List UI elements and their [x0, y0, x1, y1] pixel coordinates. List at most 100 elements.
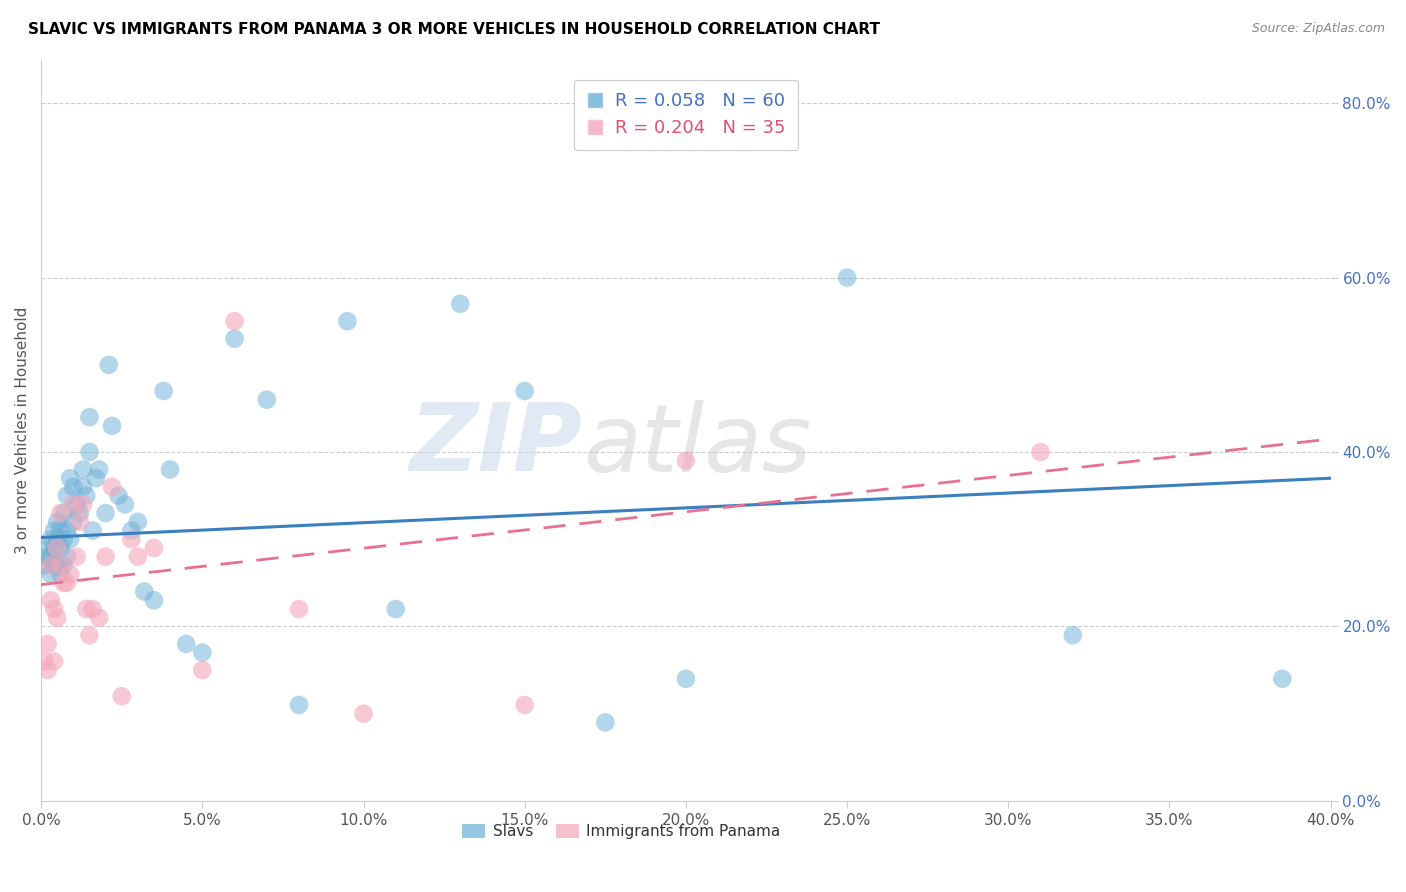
Point [513, 384, 536, 398]
Point [288, 698, 311, 712]
Point [56, 549, 79, 564]
Point [62, 480, 84, 494]
Point [120, 524, 142, 538]
Point [288, 602, 311, 616]
Point [75, 489, 97, 503]
Point [107, 489, 129, 503]
Point [224, 332, 246, 346]
Point [46, 533, 69, 547]
Point [97, 358, 120, 372]
Point [52, 575, 75, 590]
Point [52, 506, 75, 520]
Point [94, 506, 117, 520]
Point [353, 706, 375, 721]
Point [46, 558, 69, 573]
Point [56, 575, 79, 590]
Legend: Slavs, Immigrants from Panama: Slavs, Immigrants from Panama [456, 818, 787, 845]
Point [1271, 672, 1294, 686]
Point [82, 602, 104, 616]
Point [513, 698, 536, 712]
Point [39, 558, 62, 573]
Point [101, 480, 124, 494]
Point [72, 480, 94, 494]
Point [37, 663, 59, 677]
Point [59, 471, 82, 485]
Y-axis label: 3 or more Vehicles in Household: 3 or more Vehicles in Household [15, 307, 30, 554]
Point [69, 506, 91, 520]
Point [79, 445, 101, 459]
Point [191, 646, 214, 660]
Point [89, 462, 111, 476]
Point [94, 549, 117, 564]
Point [174, 637, 197, 651]
Point [42, 541, 65, 555]
Point [152, 384, 174, 398]
Point [52, 533, 75, 547]
Point [72, 497, 94, 511]
Point [75, 602, 97, 616]
Point [37, 637, 59, 651]
Point [49, 541, 72, 555]
Point [34, 654, 56, 668]
Point [224, 314, 246, 328]
Point [46, 541, 69, 555]
Point [120, 533, 142, 547]
Point [142, 541, 165, 555]
Point [49, 567, 72, 582]
Point [675, 454, 697, 468]
Point [84, 471, 107, 485]
Point [79, 410, 101, 425]
Point [159, 462, 181, 476]
Point [56, 524, 79, 538]
Point [42, 558, 65, 573]
Point [114, 497, 136, 511]
Point [675, 672, 697, 686]
Text: SLAVIC VS IMMIGRANTS FROM PANAMA 3 OR MORE VEHICLES IN HOUSEHOLD CORRELATION CHA: SLAVIC VS IMMIGRANTS FROM PANAMA 3 OR MO… [28, 22, 880, 37]
Point [39, 549, 62, 564]
Point [89, 611, 111, 625]
Point [1029, 445, 1052, 459]
Point [82, 524, 104, 538]
Point [142, 593, 165, 607]
Point [65, 549, 87, 564]
Point [37, 549, 59, 564]
Point [52, 558, 75, 573]
Point [65, 497, 87, 511]
Text: ZIP: ZIP [411, 399, 582, 491]
Point [79, 628, 101, 642]
Point [49, 524, 72, 538]
Point [134, 584, 156, 599]
Point [256, 392, 278, 407]
Point [49, 558, 72, 573]
Point [127, 549, 149, 564]
Point [46, 515, 69, 529]
Point [37, 541, 59, 555]
Point [39, 567, 62, 582]
Point [384, 602, 406, 616]
Point [42, 602, 65, 616]
Point [42, 654, 65, 668]
Point [34, 558, 56, 573]
Point [595, 715, 617, 730]
Point [46, 611, 69, 625]
Text: Source: ZipAtlas.com: Source: ZipAtlas.com [1251, 22, 1385, 36]
Text: atlas: atlas [582, 400, 811, 491]
Point [59, 567, 82, 582]
Point [56, 489, 79, 503]
Point [39, 593, 62, 607]
Point [42, 524, 65, 538]
Point [62, 497, 84, 511]
Point [449, 297, 471, 311]
Point [191, 663, 214, 677]
Point [62, 515, 84, 529]
Point [69, 515, 91, 529]
Point [336, 314, 359, 328]
Point [835, 270, 858, 285]
Point [49, 506, 72, 520]
Point [127, 515, 149, 529]
Point [39, 533, 62, 547]
Point [59, 533, 82, 547]
Point [1062, 628, 1084, 642]
Point [111, 690, 134, 704]
Point [72, 462, 94, 476]
